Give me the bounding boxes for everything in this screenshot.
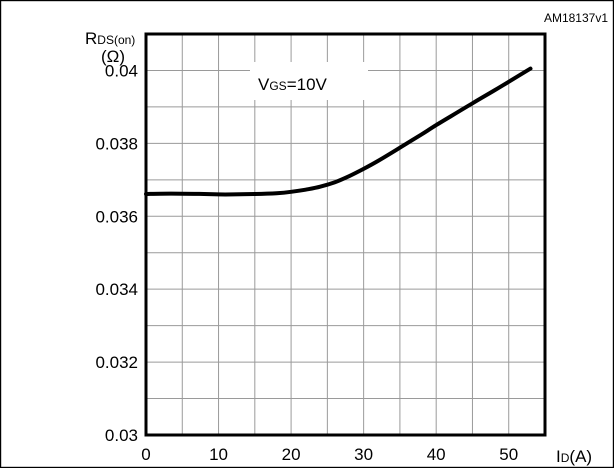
x-tick-labels: 0 10 20 30 40 50: [141, 445, 518, 464]
y-tick-label: 0.038: [95, 134, 138, 153]
grid: [146, 34, 545, 435]
y-tick-label: 0.036: [95, 207, 138, 226]
x-tick-label: 30: [354, 445, 373, 464]
annotation-vgs: VGS=10V: [258, 75, 328, 94]
plot-area: [144, 32, 547, 437]
x-tick-label: 20: [282, 445, 301, 464]
x-tick-label: 40: [427, 445, 446, 464]
x-axis-label: ID(A): [556, 447, 592, 466]
y-axis-unit: (Ω): [101, 47, 125, 66]
x-tick-label: 0: [141, 445, 150, 464]
y-tick-label: 0.04: [105, 61, 138, 80]
annotation-background: [250, 62, 368, 100]
y-tick-label: 0.032: [95, 353, 138, 372]
x-tick-label: 50: [499, 445, 518, 464]
y-tick-label: 0.03: [105, 426, 138, 445]
figure-id: AM18137v1: [544, 11, 608, 25]
y-tick-labels: 0.03 0.032 0.034 0.036 0.038 0.04: [95, 61, 138, 445]
x-tick-label: 10: [209, 445, 228, 464]
y-tick-label: 0.034: [95, 280, 138, 299]
y-axis-label: RDS(on): [85, 29, 135, 48]
series-line: [144, 66, 533, 197]
